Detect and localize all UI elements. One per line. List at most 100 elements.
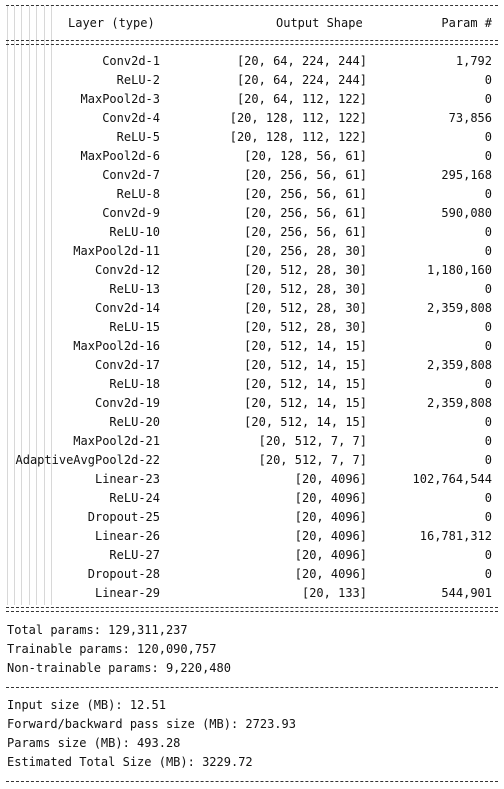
layer-name: MaxPool2d-21: [73, 434, 160, 448]
output-shape: [20, 512, 28, 30]: [244, 282, 367, 296]
layer-name: ReLU-5: [116, 130, 160, 144]
output-shape: [20, 512, 14, 15]: [244, 358, 367, 372]
table-row: Conv2d-19 [20, 512, 14, 15] 2,359,808: [0, 394, 504, 413]
table-row: ReLU-24 [20, 4096] 0: [0, 489, 504, 508]
output-shape: [20, 128, 112, 122]: [229, 111, 367, 125]
forward-backward-size: Forward/backward pass size (MB): 2723.93: [7, 717, 296, 731]
bottom-dashed-rule: [6, 781, 498, 782]
layer-name: Dropout-28: [87, 567, 160, 581]
table-row: MaxPool2d-6 [20, 128, 56, 61] 0: [0, 147, 504, 166]
table-row: Conv2d-4 [20, 128, 112, 122] 73,856: [0, 109, 504, 128]
layer-name: Linear-23: [94, 472, 160, 486]
table-row: ReLU-15 [20, 512, 28, 30] 0: [0, 318, 504, 337]
layer-name: ReLU-8: [116, 187, 160, 201]
param-count: 2,359,808: [426, 301, 492, 315]
param-count: 295,168: [441, 168, 492, 182]
layer-name: ReLU-27: [109, 548, 160, 562]
param-count: 0: [484, 453, 492, 467]
output-shape: [20, 512, 7, 7]: [258, 453, 367, 467]
table-row: Conv2d-1 [20, 64, 224, 244] 1,792: [0, 52, 504, 71]
table-row: Linear-29 [20, 133] 544,901: [0, 584, 504, 603]
output-shape: [20, 512, 7, 7]: [258, 434, 367, 448]
output-shape: [20, 512, 14, 15]: [244, 339, 367, 353]
layer-name: MaxPool2d-11: [73, 244, 160, 258]
param-count: 73,856: [448, 111, 492, 125]
layer-name: Conv2d-14: [94, 301, 160, 315]
param-count: 0: [484, 377, 492, 391]
output-shape: [20, 64, 224, 244]: [236, 54, 367, 68]
param-count: 16,781,312: [419, 529, 492, 543]
param-count: 0: [484, 187, 492, 201]
indent-guides: [0, 6, 60, 605]
output-shape: [20, 64, 224, 244]: [236, 73, 367, 87]
layer-name: Conv2d-9: [102, 206, 160, 220]
output-shape: [20, 4096]: [294, 510, 367, 524]
header-double-rule: [6, 40, 498, 45]
output-shape: [20, 512, 14, 15]: [244, 377, 367, 391]
output-shape: [20, 4096]: [294, 529, 367, 543]
layer-name: Linear-26: [94, 529, 160, 543]
output-shape: [20, 256, 28, 30]: [244, 244, 367, 258]
layer-name: ReLU-10: [109, 225, 160, 239]
param-count: 590,080: [441, 206, 492, 220]
table-row: MaxPool2d-11 [20, 256, 28, 30] 0: [0, 242, 504, 261]
non-trainable-params: Non-trainable params: 9,220,480: [7, 661, 231, 675]
table-row: ReLU-27 [20, 4096] 0: [0, 546, 504, 565]
output-shape: [20, 4096]: [294, 472, 367, 486]
table-row: Conv2d-7 [20, 256, 56, 61] 295,168: [0, 166, 504, 185]
layer-name: Conv2d-1: [102, 54, 160, 68]
indent-guide: [44, 6, 45, 605]
table-row: ReLU-2 [20, 64, 224, 244] 0: [0, 71, 504, 90]
estimated-total-size: Estimated Total Size (MB): 3229.72: [7, 755, 253, 769]
indent-guide: [14, 6, 15, 605]
param-count: 1,180,160: [426, 263, 492, 277]
output-shape: [20, 256, 56, 61]: [244, 187, 367, 201]
table-row: Linear-23 [20, 4096] 102,764,544: [0, 470, 504, 489]
output-shape: [20, 512, 14, 15]: [244, 396, 367, 410]
layer-name: MaxPool2d-6: [80, 149, 160, 163]
indent-guide: [51, 6, 52, 605]
table-row: ReLU-10 [20, 256, 56, 61] 0: [0, 223, 504, 242]
layer-name: ReLU-18: [109, 377, 160, 391]
indent-guide: [29, 6, 30, 605]
output-shape: [20, 256, 56, 61]: [244, 168, 367, 182]
param-count: 0: [484, 225, 492, 239]
table-row: Linear-26 [20, 4096] 16,781,312: [0, 527, 504, 546]
table-row: ReLU-8 [20, 256, 56, 61] 0: [0, 185, 504, 204]
param-count: 0: [484, 491, 492, 505]
output-shape: [20, 4096]: [294, 548, 367, 562]
indent-guide: [7, 6, 8, 605]
indent-guide: [21, 6, 22, 605]
output-shape: [20, 512, 28, 30]: [244, 320, 367, 334]
output-shape: [20, 512, 28, 30]: [244, 263, 367, 277]
output-shape: [20, 128, 56, 61]: [244, 149, 367, 163]
param-count: 0: [484, 339, 492, 353]
trainable-params: Trainable params: 120,090,757: [7, 642, 217, 656]
layer-name: ReLU-20: [109, 415, 160, 429]
layer-name: Conv2d-7: [102, 168, 160, 182]
output-shape: [20, 4096]: [294, 567, 367, 581]
param-count: 0: [484, 510, 492, 524]
param-count: 1,792: [455, 54, 492, 68]
table-row: ReLU-18 [20, 512, 14, 15] 0: [0, 375, 504, 394]
param-count-header: Param #: [441, 16, 492, 30]
param-count: 2,359,808: [426, 396, 492, 410]
output-shape: [20, 4096]: [294, 491, 367, 505]
param-count: 0: [484, 567, 492, 581]
param-count: 0: [484, 434, 492, 448]
layer-name: Dropout-25: [87, 510, 160, 524]
output-shape-header: Output Shape: [276, 16, 363, 30]
output-shape: [20, 64, 112, 122]: [236, 92, 367, 106]
table-row: Conv2d-9 [20, 256, 56, 61] 590,080: [0, 204, 504, 223]
param-count: 0: [484, 130, 492, 144]
indent-guide: [36, 6, 37, 605]
output-shape: [20, 256, 56, 61]: [244, 206, 367, 220]
table-row: Dropout-28 [20, 4096] 0: [0, 565, 504, 584]
param-count: 102,764,544: [412, 472, 492, 486]
table-row: AdaptiveAvgPool2d-22 [20, 512, 7, 7] 0: [0, 451, 504, 470]
top-dashed-rule: [6, 5, 498, 6]
table-row: MaxPool2d-21 [20, 512, 7, 7] 0: [0, 432, 504, 451]
table-row: ReLU-20 [20, 512, 14, 15] 0: [0, 413, 504, 432]
layer-name: MaxPool2d-3: [80, 92, 160, 106]
params-size: Params size (MB): 493.28: [7, 736, 181, 750]
